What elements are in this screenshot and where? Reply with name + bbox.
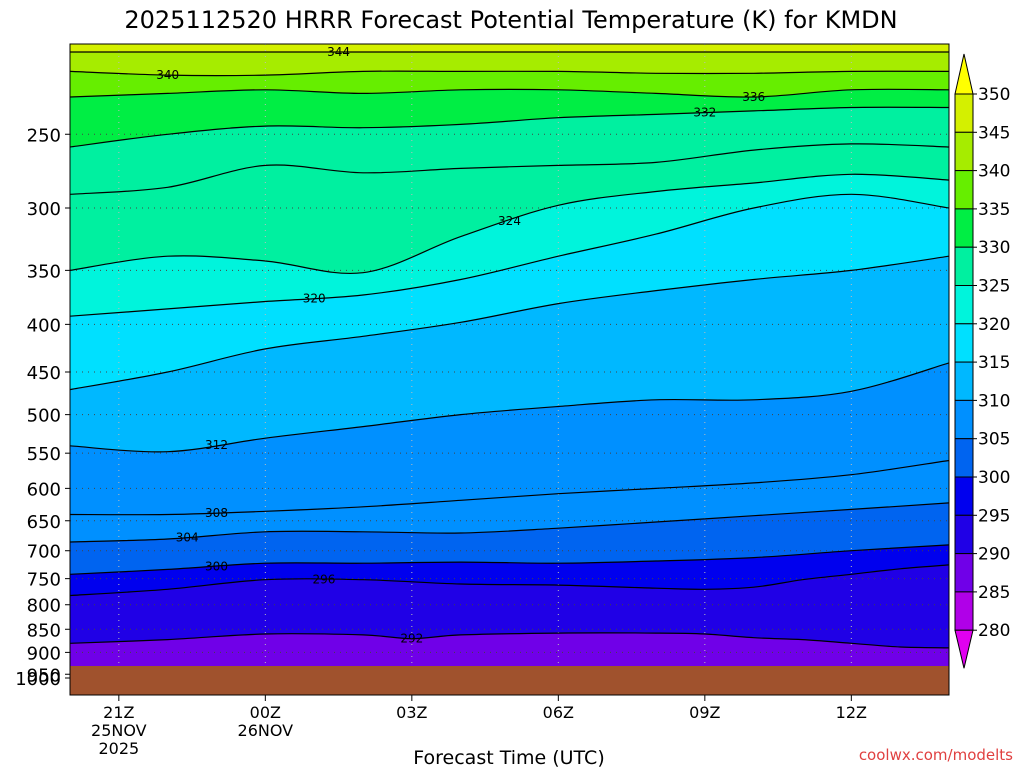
contour-324: [70, 173, 949, 274]
contour-304: [70, 502, 949, 543]
colorbar-label-330: 330: [978, 238, 1010, 258]
contour-332: [70, 106, 949, 148]
plot-border: [69, 43, 950, 696]
colorbar-label-325: 325: [978, 277, 1010, 297]
colorbar-swatch: [954, 93, 974, 133]
contour-label-320: 320: [303, 291, 326, 305]
ground-area: [70, 666, 949, 695]
colorbar-label-285: 285: [978, 583, 1010, 603]
contour-336: [70, 88, 949, 98]
colorbar-swatch: [954, 591, 974, 631]
contour-label-300: 300: [205, 559, 228, 573]
colorbar-label-335: 335: [978, 200, 1010, 220]
y-tick-label-300: 300: [27, 199, 61, 220]
x-tick-label: 25NOV: [91, 721, 147, 740]
y-tick-label-600: 600: [27, 479, 61, 500]
x-tick-label: 06Z: [543, 703, 574, 722]
y-tick-label-800: 800: [27, 596, 61, 617]
colorbar-label-310: 310: [978, 391, 1010, 411]
x-tick-label: 03Z: [396, 703, 427, 722]
temperature-bands: [70, 44, 949, 666]
colorbar-label-295: 295: [978, 506, 1010, 526]
y-axis: 2503003504004505005506006507007508008509…: [15, 125, 70, 690]
contour-label-308: 308: [205, 506, 228, 520]
contour-label-332: 332: [693, 106, 716, 120]
colorbar-swatch: [954, 131, 974, 172]
contour-label-292: 292: [400, 632, 423, 646]
colorbar-swatch: [954, 323, 974, 363]
contour-292: [70, 632, 949, 649]
y-tick-label-450: 450: [27, 363, 61, 384]
credit-text[interactable]: coolwx.com/modelts: [859, 746, 1013, 764]
contour-label-296: 296: [312, 573, 335, 587]
y-tick-label-1000: 1000: [15, 669, 61, 690]
contour-label-344: 344: [327, 45, 350, 59]
x-axis-label: Forecast Time (UTC): [413, 747, 604, 768]
colorbar-swatch: [954, 246, 974, 286]
contour-296: [70, 564, 949, 597]
y-tick-label-900: 900: [27, 643, 61, 664]
y-tick-label-650: 650: [27, 512, 61, 533]
colorbar-arrow-top: [954, 53, 974, 95]
y-tick-label-950: 950: [27, 665, 61, 686]
colorbar-label-280: 280: [978, 621, 1010, 641]
y-tick-label-750: 750: [27, 570, 61, 591]
contour-328: [70, 143, 949, 195]
grid-lines: [70, 44, 949, 675]
contour-label-336: 336: [742, 90, 765, 104]
contour-label-304: 304: [176, 531, 199, 545]
y-tick-label-700: 700: [27, 542, 61, 563]
colorbar-label-350: 350: [978, 85, 1010, 105]
contour-label-312: 312: [205, 438, 228, 452]
contour-340: [70, 70, 949, 77]
y-tick-label-350: 350: [27, 261, 61, 282]
x-tick-label: 2025: [98, 739, 139, 758]
colorbar-swatch: [954, 514, 974, 555]
contour-308: [70, 459, 949, 516]
contour-lines: [70, 51, 949, 649]
x-tick-label: 26NOV: [238, 721, 294, 740]
colorbar-label-290: 290: [978, 545, 1010, 565]
x-tick-label: 09Z: [689, 703, 720, 722]
colorbar-label-315: 315: [978, 353, 1010, 373]
colorbar-label-340: 340: [978, 162, 1010, 182]
colorbar-swatch: [954, 438, 974, 478]
y-tick-label-250: 250: [27, 125, 61, 146]
chart-title: 2025112520 HRRR Forecast Potential Tempe…: [124, 6, 897, 34]
colorbar-arrow-bottom: [954, 629, 974, 669]
y-tick-label-850: 850: [27, 620, 61, 641]
contour-316: [70, 255, 949, 391]
x-tick-label: 00Z: [250, 703, 281, 722]
contour-320: [70, 193, 949, 317]
colorbar-label-300: 300: [978, 468, 1010, 488]
contour-312: [70, 362, 949, 453]
colorbar-swatch: [954, 208, 974, 248]
x-tick-label: 21Z: [103, 703, 134, 722]
contour-300: [70, 544, 949, 575]
colorbar-swatch: [954, 399, 974, 440]
colorbar: 350 345 340 335 330 325 320 315 310 305 300 295 290 2…: [954, 53, 1010, 669]
colorbar-swatch: [954, 361, 974, 401]
y-tick-label-400: 400: [27, 315, 61, 336]
x-tick-label: 12Z: [836, 703, 867, 722]
colorbar-swatch: [954, 553, 974, 593]
colorbar-swatch: [954, 476, 974, 516]
y-tick-label-500: 500: [27, 406, 61, 427]
colorbar-swatch: [954, 170, 974, 210]
colorbar-label-305: 305: [978, 430, 1010, 450]
band-292: [70, 632, 949, 666]
contour-label-340: 340: [156, 68, 179, 82]
contour-label-324: 324: [498, 214, 521, 228]
colorbar-label-320: 320: [978, 315, 1010, 335]
colorbar-label-345: 345: [978, 123, 1010, 143]
colorbar-swatch: [954, 285, 974, 325]
y-tick-label-550: 550: [27, 444, 61, 465]
